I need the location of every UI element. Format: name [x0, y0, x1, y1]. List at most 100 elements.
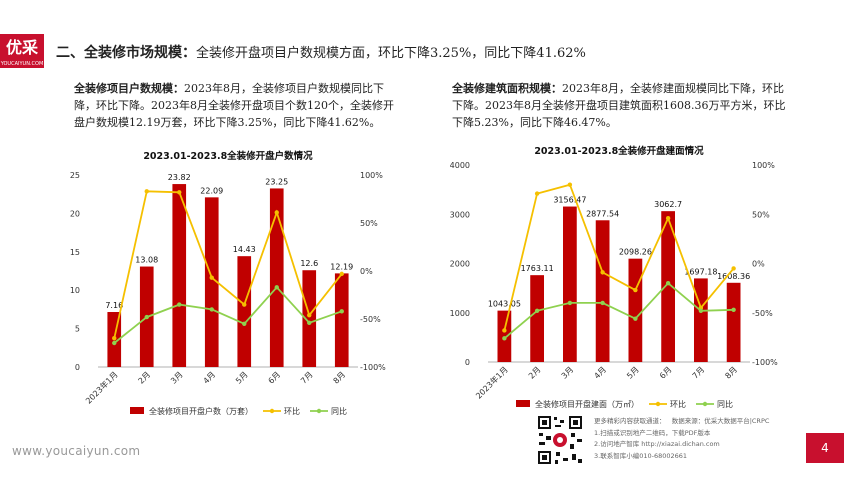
area-left-tick-label: 4000: [450, 161, 470, 170]
households-category-label: 6月: [267, 370, 283, 386]
households-line-point: [209, 275, 214, 280]
footer-info: 更多精彩内容获取通道： 数据来源：优采大数据平台|CRPC 1.扫描或识别地产二…: [594, 416, 769, 462]
area-chart: 2023.01-2023.8全装修开盘建面情况 0 1000 2000 3000 4000…: [450, 145, 779, 409]
area-description-label: 全装修建筑面积规模：: [452, 82, 562, 95]
area-description: 全装修建筑面积规模：2023年8月，全装修建面规模同比下降，环比下降。2023年…: [452, 80, 792, 131]
area-line-point: [731, 266, 736, 271]
area-bar-label: 1608.36: [717, 272, 750, 281]
households-category-label: 2月: [137, 370, 153, 386]
households-right-tick-label: -100%: [360, 363, 386, 372]
page-title-bold: 二、全装修市场规模：: [56, 45, 196, 61]
area-bar: [693, 278, 708, 362]
area-bar: [726, 282, 741, 362]
area-bar: [661, 211, 676, 362]
website-url[interactable]: www.youcaiyun.com: [12, 444, 141, 458]
area-chart-title: 2023.01-2023.8全装修开盘建面情况: [534, 145, 704, 157]
area-line-point: [534, 308, 540, 313]
households-bar: [269, 188, 284, 367]
area-description-text: 2023年8月，全装修建面规模同比下降，环比下降。2023年8月全装修开盘项目建…: [452, 82, 786, 129]
households-line-point: [177, 302, 182, 307]
households-left-tick-label: 15: [70, 248, 80, 257]
area-right-tick-label: -100%: [752, 358, 778, 367]
footer-channel-label: 更多精彩内容获取通道：: [594, 417, 666, 425]
area-line-point: [633, 316, 638, 321]
households-bar: [302, 270, 317, 367]
area-right-tick-label: -50%: [752, 309, 773, 318]
area-line-point: [698, 308, 704, 313]
area-line-yoy: [503, 281, 734, 340]
area-bar: [595, 220, 610, 362]
households-bar: [204, 197, 219, 367]
households-bar: [237, 256, 252, 367]
area-line-mom: [503, 183, 735, 331]
households-legend-swatch-bar: [130, 407, 144, 414]
households-legend-swatch-point: [316, 408, 322, 414]
households-line-point: [274, 210, 279, 215]
households-bar: [334, 273, 349, 367]
area-line-point: [534, 191, 540, 196]
area-bar: [628, 258, 643, 362]
area-line-point: [567, 300, 573, 306]
area-line-point: [502, 336, 507, 341]
logo-subtext: YOUCAIYUN.COM: [0, 61, 44, 67]
households-legend-label: 全装修项目开盘户数（万套）: [149, 406, 253, 416]
area-line-point: [633, 287, 638, 293]
area-legend-label: 全装修项目开盘建面（万㎡）: [535, 399, 639, 409]
area-category-label: 2月: [527, 365, 543, 381]
households-line-point: [242, 302, 247, 307]
households-bar-label: 14.43: [233, 245, 256, 254]
households-line-point: [242, 321, 247, 326]
households-description-label: 全装修项目户数规模：: [74, 82, 184, 95]
households-legend-label: 同比: [331, 406, 347, 416]
area-bar-label: 1043.05: [488, 300, 521, 309]
area-line-point: [600, 300, 605, 306]
page-number: 4: [806, 433, 844, 463]
households-category-label: 5月: [234, 370, 250, 386]
households-chart-title: 2023.01-2023.8全装修开盘户数情况: [143, 150, 313, 162]
area-legend-swatch-point: [702, 401, 708, 407]
youcai-logo: 优采 YOUCAIYUN.COM: [0, 34, 44, 68]
area-line-point: [665, 215, 671, 221]
households-left-tick-label: 10: [70, 286, 80, 295]
households-right-tick-label: 0%: [360, 267, 373, 276]
households-left-tick-label: 5: [75, 325, 80, 334]
area-bar: [562, 206, 577, 362]
households-bar-label: 7.16: [105, 301, 123, 310]
households-line-point: [144, 314, 149, 320]
area-bar: [530, 275, 545, 362]
households-category-label: 8月: [332, 370, 348, 386]
logo-text: 优采: [5, 38, 38, 57]
area-bar-label: 2098.26: [619, 248, 652, 257]
footer-line-1: 更多精彩内容获取通道： 数据来源：优采大数据平台|CRPC: [594, 416, 769, 428]
area-line-point: [665, 281, 671, 286]
area-category-label: 7月: [691, 365, 707, 381]
page-title-rest: 全装修开盘项目户数规模方面，环比下降3.25%，同比下降41.62%: [196, 46, 586, 61]
area-legend-label: 同比: [717, 399, 733, 409]
households-line-point: [209, 307, 214, 312]
households-line-point: [177, 190, 182, 195]
households-legend-label: 环比: [284, 406, 300, 416]
households-category-label: 3月: [169, 370, 185, 386]
area-left-tick-label: 2000: [450, 260, 470, 269]
area-category-label: 8月: [723, 365, 739, 381]
footer-line-3[interactable]: 2.访问地产智库 http://xiazai.dichan.com: [594, 440, 720, 448]
area-line-point: [731, 307, 736, 312]
households-legend-swatch-point: [269, 408, 275, 414]
households-bar: [172, 184, 187, 367]
households-line-point: [307, 320, 312, 326]
area-line-point: [567, 182, 573, 187]
area-line-point: [600, 270, 605, 275]
households-bar-label: 12.6: [300, 259, 318, 268]
page-title: 二、全装修市场规模：全装修开盘项目户数规模方面，环比下降3.25%，同比下降41…: [56, 42, 586, 62]
area-bar-label: 1763.11: [521, 264, 554, 273]
footer-line-2: 1.扫描或识别地产二维码，下载PDF版本: [594, 428, 711, 437]
area-line-point: [502, 328, 507, 333]
area-right-tick-label: 0%: [752, 260, 765, 269]
area-right-tick-label: 100%: [752, 161, 775, 170]
area-bar-label: 3156.47: [553, 196, 586, 205]
area-bar-label: 1697.18: [684, 267, 717, 276]
footer-data-source: 数据来源：优采大数据平台|CRPC: [671, 417, 770, 425]
footer-line-4: 3.联系智库小编010-68002661: [594, 451, 688, 460]
area-left-tick-label: 1000: [450, 309, 470, 318]
households-description: 全装修项目户数规模：2023年8月，全装修项目户数规模同比下降，环比下降。202…: [74, 80, 404, 131]
